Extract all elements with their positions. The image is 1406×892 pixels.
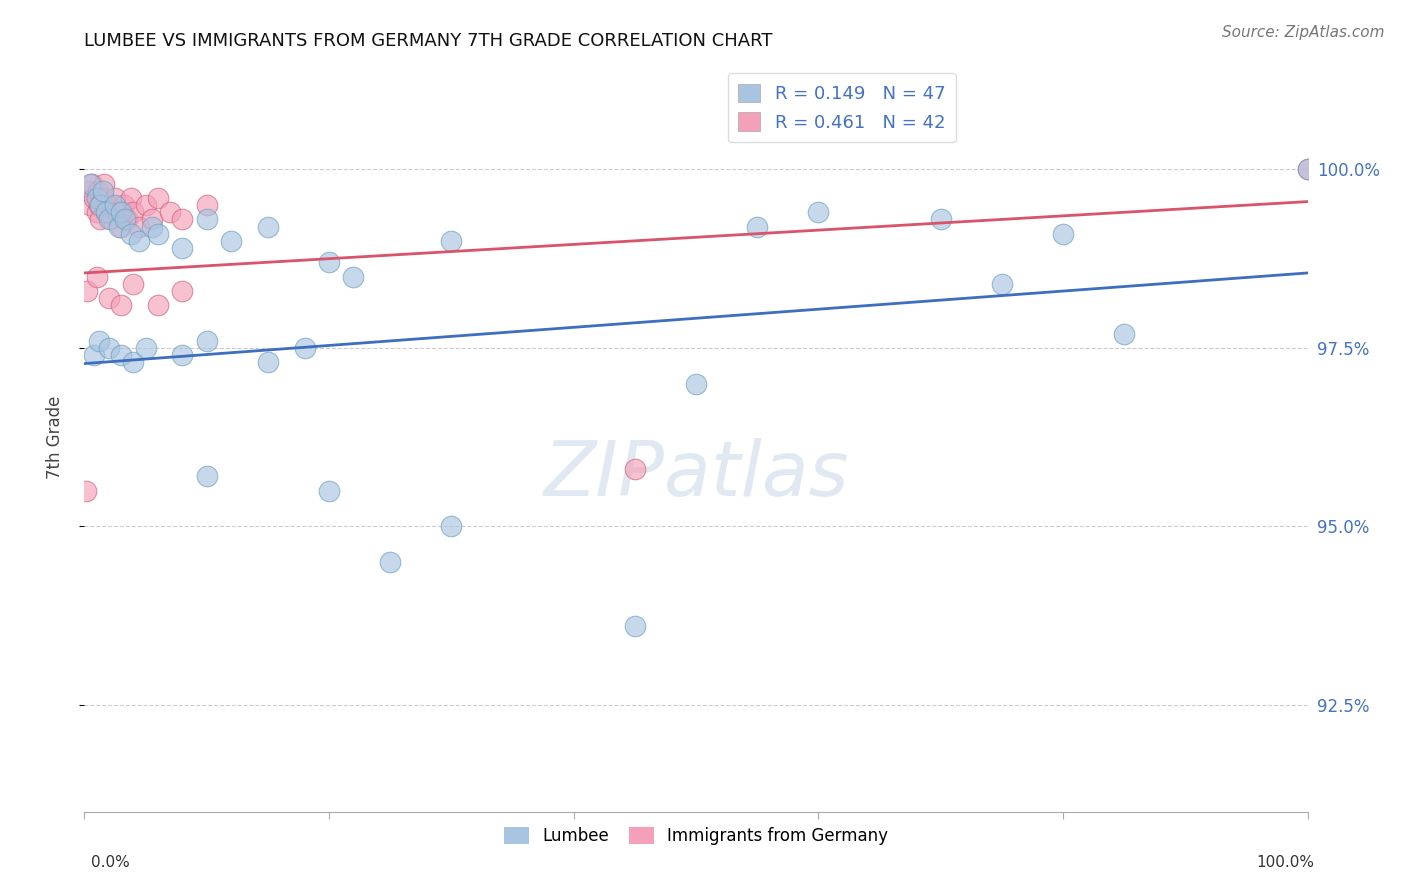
Point (1296, 162, 1319, 177)
Point (86, 205, 108, 219)
Point (172, 348, 194, 362)
Point (159, 205, 181, 219)
Text: ZIPatlas: ZIPatlas (543, 438, 849, 511)
Point (440, 234, 463, 248)
Point (318, 483, 340, 498)
Point (80, 177, 103, 191)
Point (97, 212, 120, 227)
Point (83, 191, 105, 205)
Point (172, 241, 194, 255)
Point (294, 341, 316, 355)
Point (96, 205, 118, 219)
Point (219, 234, 242, 248)
Point (172, 212, 194, 227)
Point (807, 205, 830, 219)
Point (100, 212, 122, 227)
Point (135, 341, 157, 355)
Point (141, 219, 163, 234)
Point (87, 198, 110, 212)
Point (128, 219, 150, 234)
Point (110, 219, 132, 234)
Point (87, 184, 110, 198)
Point (79, 198, 101, 212)
Legend: Lumbee, Immigrants from Germany: Lumbee, Immigrants from Germany (498, 821, 894, 852)
Point (110, 205, 132, 219)
Point (1296, 162, 1319, 177)
Point (93, 177, 115, 191)
Point (195, 469, 218, 483)
Point (135, 198, 157, 212)
Point (75, 483, 97, 498)
Point (87, 334, 110, 348)
Point (146, 191, 169, 205)
Point (79, 177, 101, 191)
Point (624, 619, 647, 633)
Point (83, 348, 105, 362)
Text: 0.0%: 0.0% (91, 855, 131, 870)
Point (195, 334, 218, 348)
Point (91, 191, 114, 205)
Point (195, 212, 218, 227)
Point (122, 277, 145, 291)
Point (115, 212, 138, 227)
Point (195, 198, 218, 212)
Point (112, 198, 135, 212)
Point (120, 227, 142, 241)
Point (380, 555, 402, 569)
Point (107, 219, 129, 234)
Point (104, 198, 127, 212)
Point (97, 198, 120, 212)
Point (110, 298, 132, 312)
Text: 100.0%: 100.0% (1257, 855, 1315, 870)
Point (89, 198, 111, 212)
Point (105, 205, 128, 219)
Point (120, 191, 142, 205)
Point (141, 212, 163, 227)
Point (257, 219, 280, 234)
Point (172, 284, 194, 298)
Point (110, 348, 132, 362)
Point (318, 255, 340, 269)
Point (146, 227, 169, 241)
Point (440, 519, 463, 533)
Point (76, 284, 98, 298)
Y-axis label: 7th Grade: 7th Grade (45, 395, 63, 479)
Point (685, 376, 707, 391)
Point (929, 212, 952, 227)
Point (1114, 326, 1136, 341)
Point (128, 234, 150, 248)
Point (342, 269, 364, 284)
Point (86, 269, 108, 284)
Text: LUMBEE VS IMMIGRANTS FROM GERMANY 7TH GRADE CORRELATION CHART: LUMBEE VS IMMIGRANTS FROM GERMANY 7TH GR… (84, 32, 773, 50)
Point (97, 291, 120, 305)
Point (77, 184, 100, 198)
Point (89, 212, 111, 227)
Point (1052, 227, 1074, 241)
Point (991, 277, 1014, 291)
Point (97, 341, 120, 355)
Point (624, 462, 647, 476)
Point (86, 191, 108, 205)
Point (257, 355, 280, 369)
Point (91, 184, 114, 198)
Point (146, 298, 169, 312)
Point (96, 205, 118, 219)
Point (122, 205, 145, 219)
Text: Source: ZipAtlas.com: Source: ZipAtlas.com (1222, 25, 1385, 40)
Point (122, 355, 145, 369)
Point (104, 191, 127, 205)
Point (747, 219, 769, 234)
Point (114, 212, 136, 227)
